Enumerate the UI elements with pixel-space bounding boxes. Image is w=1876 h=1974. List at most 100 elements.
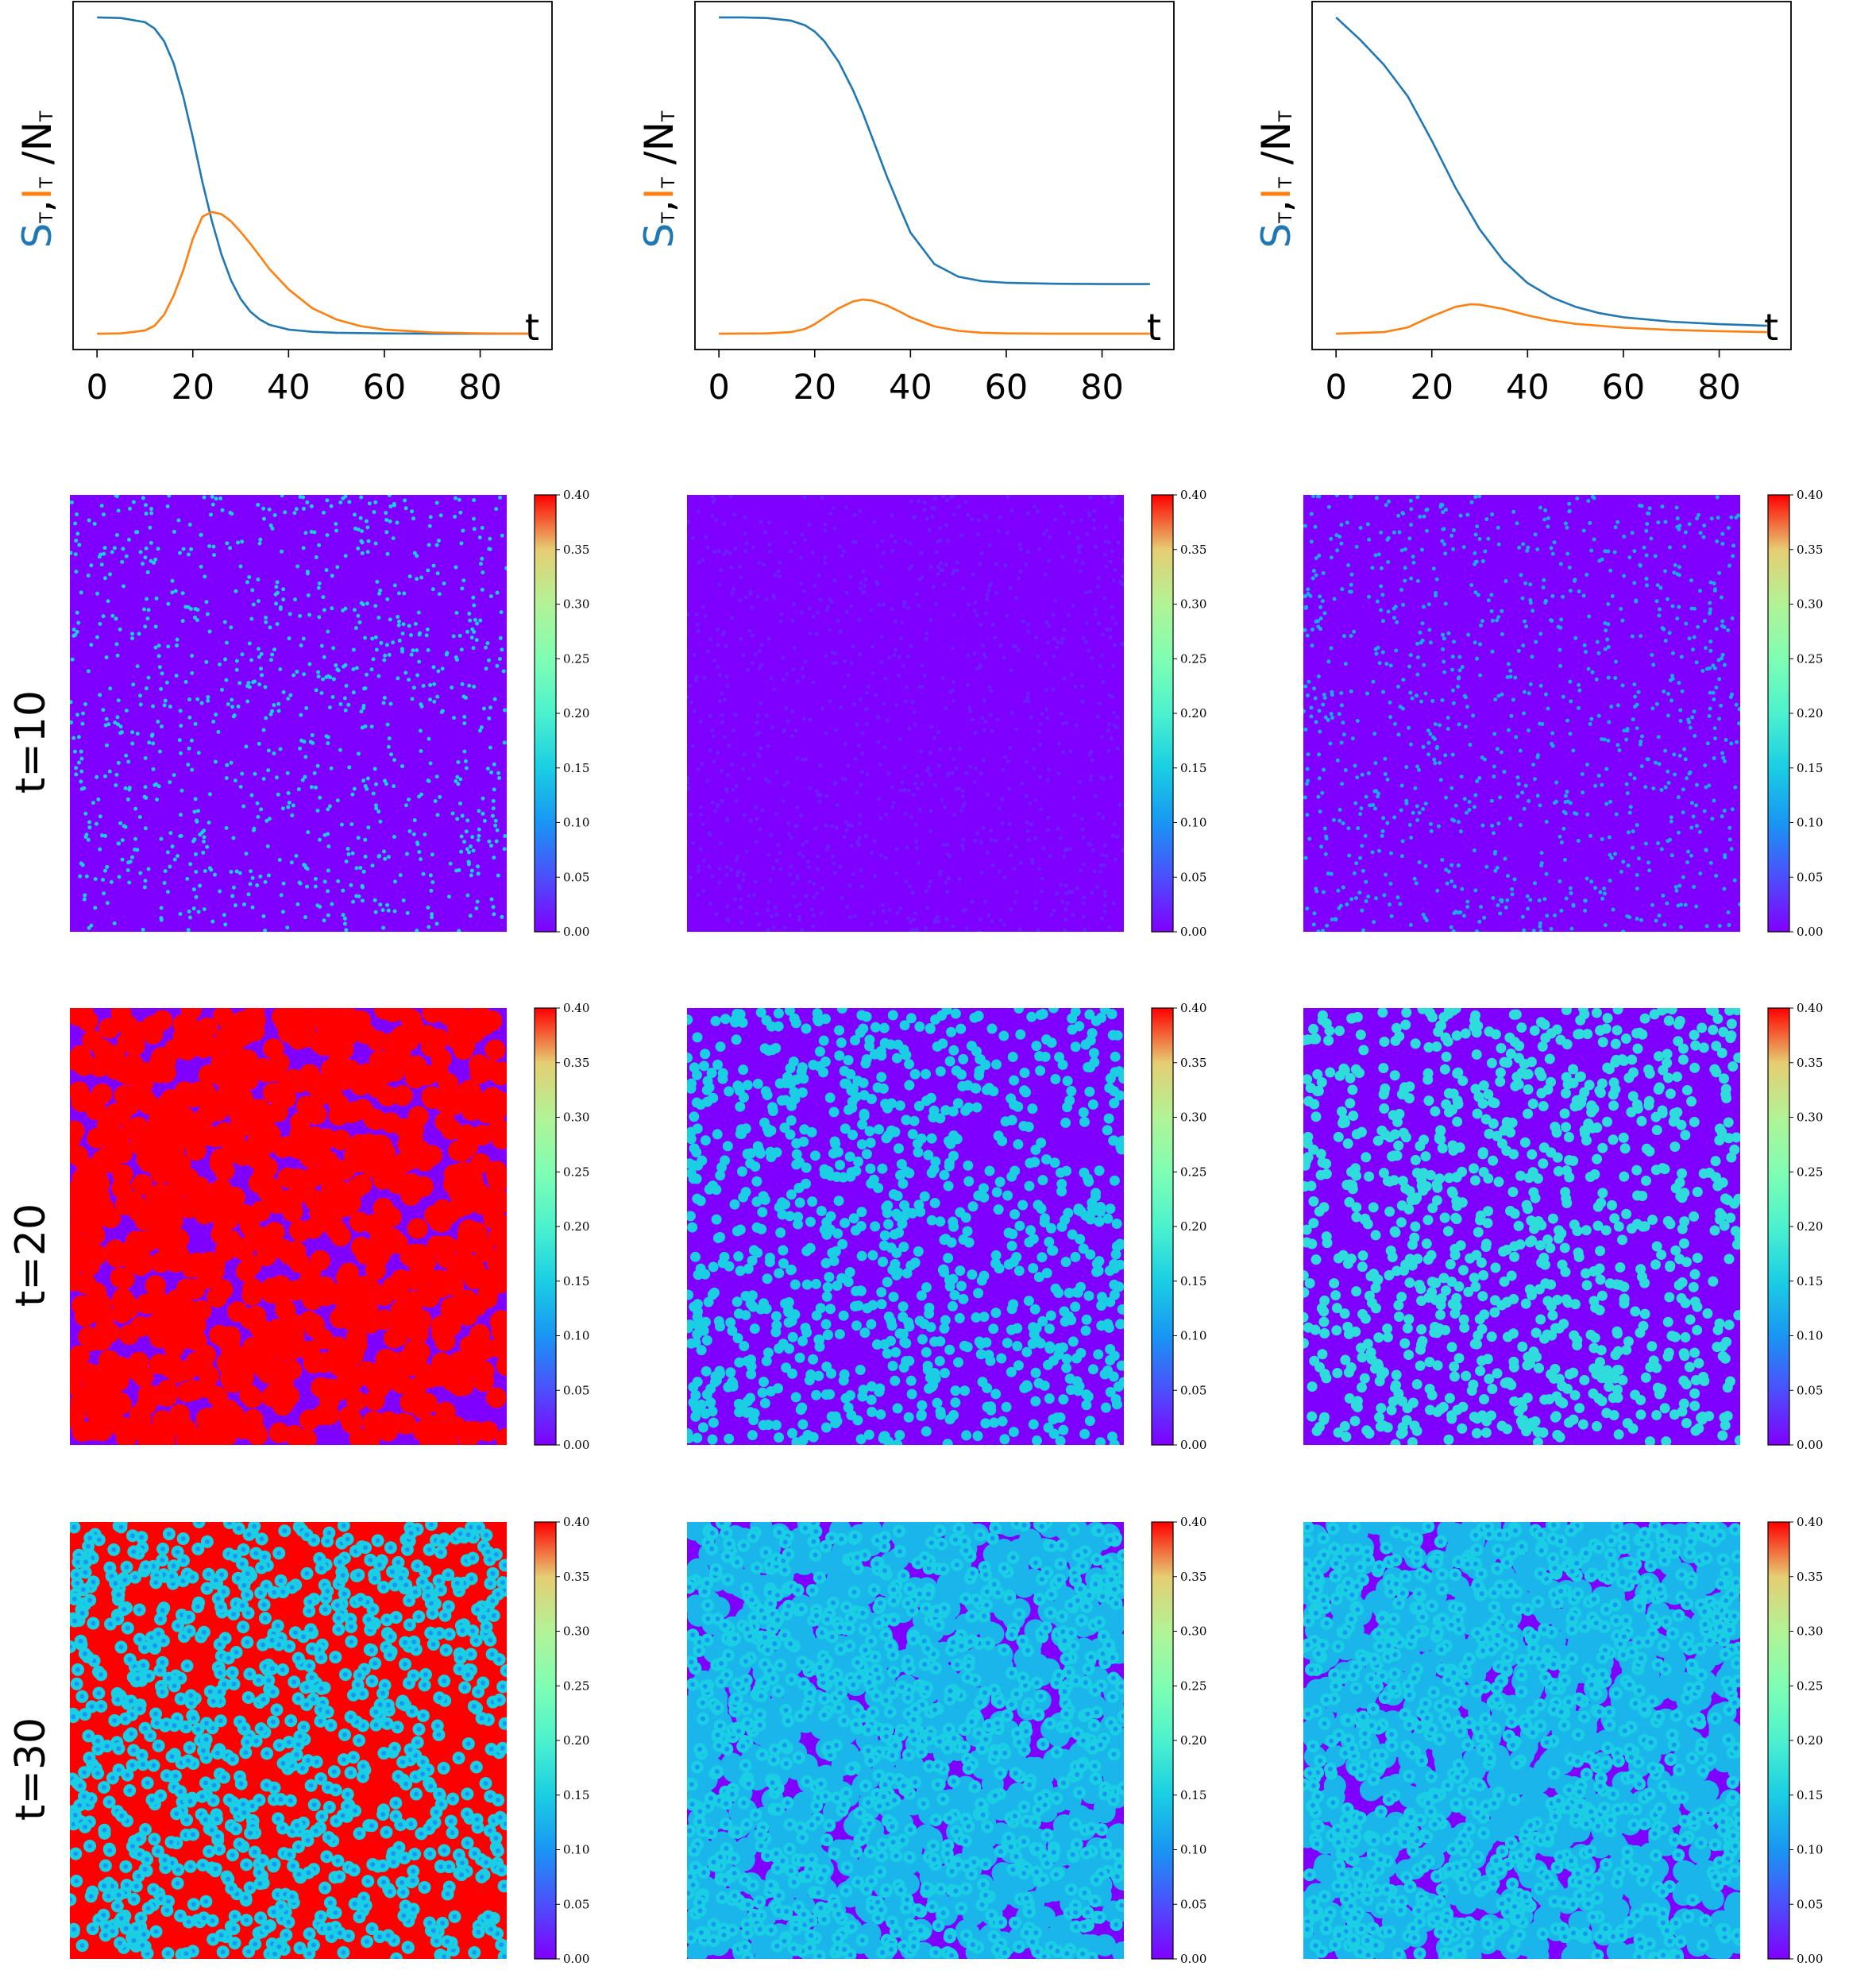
heatmap-spot [687,1432,694,1443]
heatmap-spot [1318,809,1322,814]
heatmap-spot [919,550,924,555]
heatmap-spot [839,705,843,709]
heatmap-spot [196,910,201,914]
heatmap-spot [898,788,903,793]
heatmap-spot [496,1427,507,1445]
heatmap-spot [1504,906,1508,910]
heatmap-spot [833,1196,844,1207]
heatmap-spot [148,1223,169,1244]
heatmap-spot [834,1050,845,1061]
heatmap-spot [1495,618,1500,623]
heatmap-spot [1050,1073,1061,1084]
heatmap-spot [280,806,285,811]
heatmap-spot [434,500,439,505]
heatmap-spot [1713,736,1718,741]
heatmap-spot [80,721,85,726]
heatmap-spot [392,1085,413,1107]
heatmap-spot [322,918,326,923]
heatmap-spot [370,863,375,868]
heatmap-spot [350,792,355,797]
heatmap-spot [1531,608,1535,613]
heatmap-spot [776,569,781,574]
heatmap-spot [403,506,408,511]
heatmap-spot [301,546,306,550]
heatmap-spot [1088,778,1093,782]
heatmap-spot [840,1218,851,1229]
heatmap-spot [461,528,465,533]
heatmap-spot [1110,1249,1121,1260]
heatmap-spot [1109,1086,1120,1097]
heatmap-spot [906,916,911,921]
colorbar-tick-label: 0.25 [563,651,589,666]
heatmap-spot [1415,804,1419,809]
heatmap-spot [1009,907,1013,912]
heatmap-spot [1568,589,1573,593]
heatmap-spot [1430,699,1435,704]
heatmap-spot [326,1347,347,1369]
heatmap-spot [990,1389,1002,1400]
heatmap-spot [946,771,951,776]
heatmap-spot [990,1258,1002,1269]
heatmap-spot [474,906,479,910]
heatmap-spot [1647,868,1652,873]
heatmap-spot [1435,888,1440,893]
heatmap-spot [710,874,715,879]
heatmap-spot [1607,835,1612,840]
heatmap-spot [1451,527,1456,532]
heatmap-spot [1730,807,1735,812]
x-tick-label: 60 [1602,368,1646,408]
heatmap-spot [121,584,125,589]
heatmap-spot [135,848,140,852]
heatmap-spot [774,858,779,863]
heatmap-spot [1380,593,1385,597]
heatmap-spot [919,749,924,754]
heatmap-spot [1401,602,1406,607]
heatmap-spot [785,1063,796,1074]
heatmap-spot [816,854,820,859]
heatmap-spot [259,807,264,812]
heatmap-spot [877,1163,888,1174]
heatmap-spot [879,1037,890,1049]
heatmap-spot [1066,1086,1077,1097]
heatmap-spot [1322,611,1327,616]
heatmap-spot [1354,544,1359,549]
heatmap-spot [826,1368,837,1379]
heatmap-spot [144,686,149,691]
heatmap-spot [1595,639,1600,644]
heatmap-spot [99,504,104,508]
heatmap-spot [1418,630,1422,635]
heatmap-spot [280,549,284,554]
heatmap-spot [1107,1029,1118,1041]
heatmap-spot [100,1207,122,1229]
heatmap-spot [373,803,378,808]
heatmap-spot [1044,528,1049,533]
heatmap-spot [341,913,345,917]
heatmap-spot [1367,537,1372,542]
heatmap-spot [1726,628,1731,632]
heatmap-spot [832,1280,843,1291]
heatmap-spot [797,902,802,906]
heatmap-spot [814,789,819,794]
heatmap-spot [906,654,911,659]
heatmap-spot [369,1225,391,1246]
heatmap-spot [828,1107,840,1118]
heatmap-spot [400,764,405,769]
heatmap-spot [913,1100,924,1111]
heatmap-spot [948,746,953,751]
heatmap-spot [96,797,101,802]
heatmap-spot [882,701,886,706]
heatmap-spot [1303,523,1307,528]
heatmap-spot [210,1223,232,1245]
heatmap-spot [218,496,223,500]
heatmap-spot [961,586,966,591]
heatmap-spot [1602,887,1607,891]
heatmap-spot [77,543,82,547]
heatmap-spot [207,544,212,549]
heatmap-spot [1712,756,1716,761]
heatmap-spot [1063,917,1068,922]
heatmap-spot [717,673,722,678]
heatmap-spot [1651,663,1656,667]
heatmap-spot [802,495,807,500]
